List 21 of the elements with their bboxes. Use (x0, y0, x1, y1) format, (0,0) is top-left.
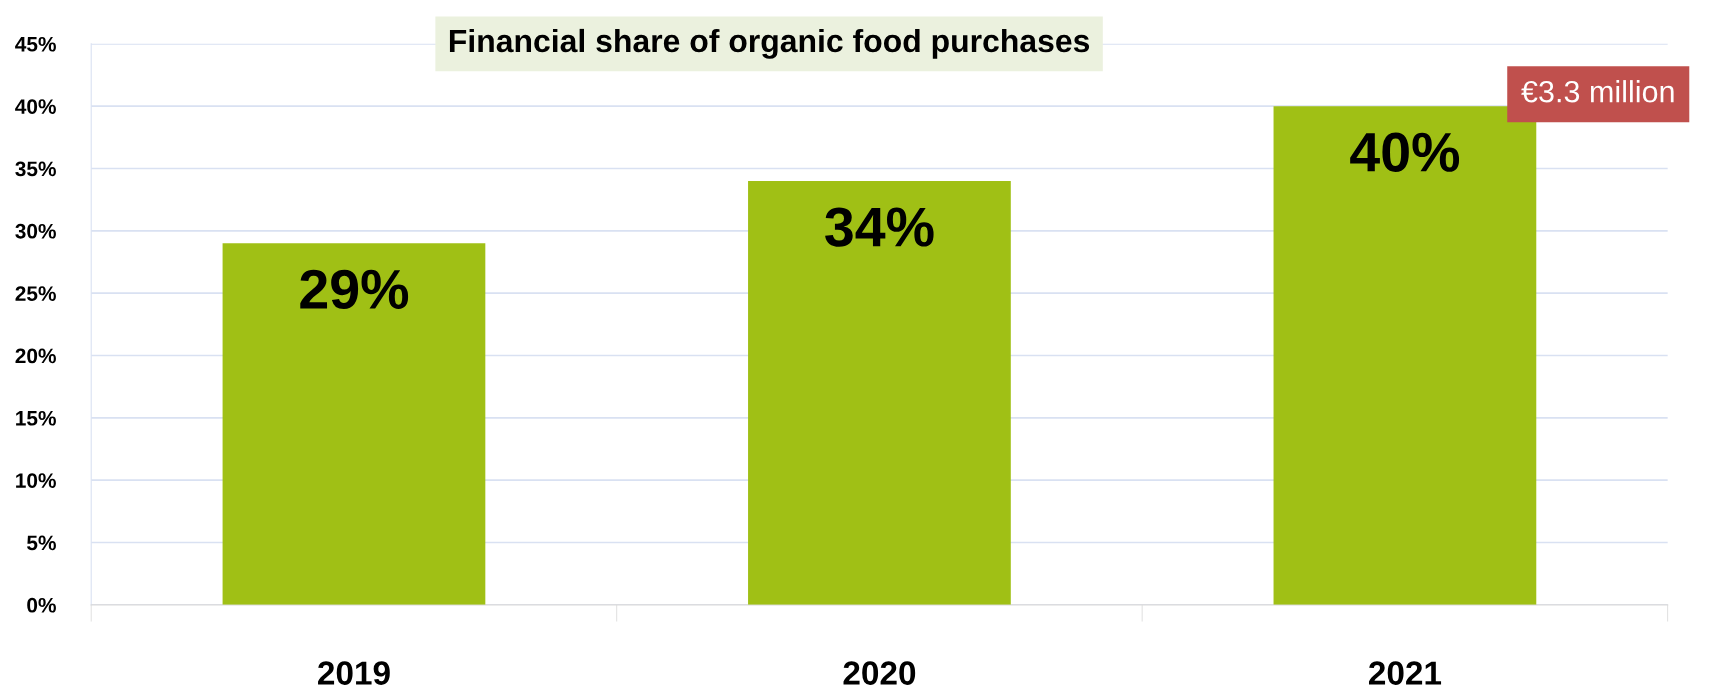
y-tick-label: 30% (15, 223, 56, 239)
bar (748, 180, 1011, 605)
x-tick-label: 2019 (318, 661, 390, 685)
bar (1273, 106, 1537, 605)
y-tick-label: 40% (15, 99, 56, 114)
x-tick-label: 2020 (843, 661, 916, 685)
x-tick-label: 2021 (1368, 661, 1442, 685)
y-tick-label: 35% (15, 161, 56, 177)
y-tick-label: 25% (15, 286, 56, 301)
y-tick-label: 20% (15, 348, 56, 364)
chart-title: Financial share of organic food purchases (449, 28, 1090, 59)
y-tick-label: 15% (16, 410, 56, 426)
data-label: 40% (1350, 132, 1460, 172)
data-label: 34% (825, 207, 934, 247)
bar (222, 243, 486, 605)
y-tick-label: 10% (16, 473, 56, 488)
y-tick-label: 0% (27, 597, 56, 613)
data-label: 29% (300, 269, 409, 310)
y-tick-label: 45% (15, 36, 56, 52)
y-tick-label: 5% (27, 535, 56, 551)
annotation: €3.3 million (1521, 80, 1674, 103)
